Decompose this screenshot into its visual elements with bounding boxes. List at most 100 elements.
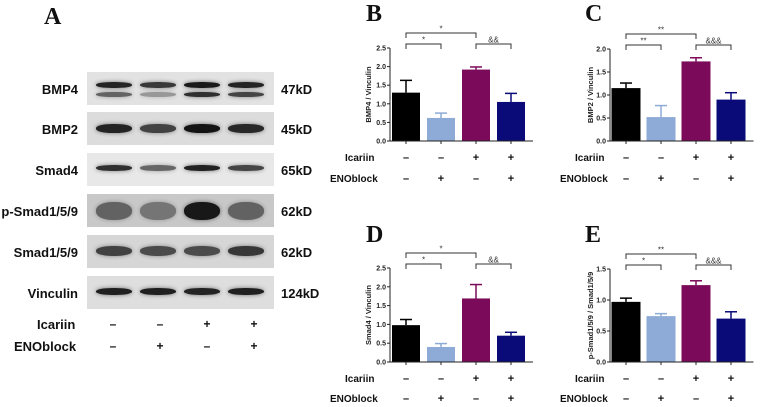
- y-tick-label: 1.0: [376, 322, 386, 329]
- treatment-sign: +: [658, 173, 664, 185]
- treatment-sign: –: [403, 393, 409, 405]
- y-axis-label: BMP4 / Vinculin: [364, 66, 373, 123]
- blot-band: [184, 124, 220, 133]
- significance-bracket: [475, 43, 512, 49]
- treatment-label: ENOblock: [560, 394, 608, 405]
- blot-kd-label: 124kD: [281, 286, 320, 301]
- blot-band: [96, 92, 132, 97]
- treatment-label: ENOblock: [330, 174, 378, 185]
- bar-icariin-enoblock: [716, 99, 746, 141]
- significance-bracket: [475, 263, 512, 269]
- blot-band: [140, 288, 176, 295]
- treatment-sign: +: [508, 393, 514, 405]
- significance-bracket: [625, 33, 697, 39]
- blot-band: [184, 82, 220, 88]
- bar-control: [611, 88, 641, 141]
- blot-treatment-label: ENOblock: [14, 339, 77, 354]
- significance-label: **: [658, 246, 664, 255]
- blot-kd-label: 62kD: [281, 245, 313, 260]
- blot-kd-label: 47kD: [281, 82, 313, 97]
- treatment-label: Icariin: [575, 153, 604, 164]
- significance-label: &&: [488, 36, 499, 45]
- treatment-label: ENOblock: [560, 174, 608, 185]
- panel-letter-a: A: [44, 4, 62, 30]
- blot-band: [228, 288, 264, 295]
- blot-band: [228, 202, 264, 220]
- treatment-sign: –: [658, 373, 664, 385]
- significance-label: *: [422, 36, 425, 45]
- significance-bracket: [405, 43, 442, 49]
- treatment-label: Icariin: [575, 374, 604, 385]
- y-axis-label: BMP2 / Vinculin: [586, 67, 595, 124]
- panel-letter-c: C: [585, 1, 603, 27]
- blot-band: [228, 165, 264, 171]
- significance-label: *: [439, 25, 442, 34]
- panel-letter-d: D: [366, 222, 384, 248]
- treatment-sign: +: [728, 173, 734, 185]
- blot-kd-label: 65kD: [281, 163, 313, 178]
- treatment-label: ENOblock: [330, 394, 378, 405]
- blot-strip: [87, 194, 274, 227]
- bar-icariin-enoblock: [716, 318, 746, 362]
- significance-label: **: [658, 26, 664, 35]
- blot-protein-label: BMP2: [41, 122, 78, 137]
- blot-strip: [87, 153, 274, 186]
- significance-bracket: [695, 264, 732, 270]
- blot-band: [228, 92, 264, 97]
- blot-treatment-sign: –: [203, 339, 211, 353]
- bar-icariin-enoblock: [497, 335, 525, 362]
- y-tick-label: 0.0: [376, 360, 386, 367]
- blot-band: [96, 82, 132, 88]
- y-tick-label: 2.0: [596, 47, 606, 54]
- blot-band: [140, 92, 176, 97]
- blot-treatment-sign: +: [203, 317, 211, 331]
- bar-enoblock: [646, 316, 676, 362]
- y-tick-label: 1.5: [596, 70, 606, 77]
- significance-label: *: [642, 257, 645, 266]
- blot-treatment-sign: +: [156, 339, 164, 353]
- y-tick-label: 0.5: [596, 329, 606, 336]
- treatment-sign: +: [508, 152, 514, 164]
- treatment-sign: –: [658, 152, 664, 164]
- treatment-sign: –: [473, 393, 479, 405]
- blot-band: [140, 82, 176, 88]
- y-tick-label: 1.5: [596, 267, 606, 274]
- blot-treatment-sign: +: [250, 317, 258, 331]
- treatment-sign: +: [438, 173, 444, 185]
- blot-treatment-sign: –: [156, 317, 164, 331]
- blot-band: [140, 165, 176, 171]
- treatment-sign: –: [438, 373, 444, 385]
- y-tick-label: 0.0: [376, 139, 386, 146]
- y-tick-label: 1.0: [596, 298, 606, 305]
- treatment-sign: +: [508, 373, 514, 385]
- y-tick-label: 0.0: [596, 139, 606, 146]
- blot-kd-label: 62kD: [281, 204, 313, 219]
- blot-strip: [87, 235, 274, 268]
- bar-enoblock: [427, 117, 455, 141]
- blot-strip: [87, 112, 274, 145]
- panel-letter-b: B: [366, 1, 383, 27]
- blot-kd-label: 45kD: [281, 122, 313, 137]
- treatment-sign: –: [403, 173, 409, 185]
- significance-bracket: [695, 44, 732, 50]
- treatment-sign: +: [438, 393, 444, 405]
- blot-band: [228, 124, 264, 133]
- treatment-sign: –: [623, 173, 629, 185]
- treatment-sign: +: [728, 393, 734, 405]
- blot-protein-label: BMP4: [41, 82, 78, 97]
- blot-band: [184, 202, 220, 220]
- blot-treatment-sign: –: [109, 339, 117, 353]
- significance-label: *: [422, 256, 425, 265]
- y-tick-label: 0.5: [376, 341, 386, 348]
- treatment-sign: +: [508, 173, 514, 185]
- bar-icariin: [462, 298, 490, 362]
- treatment-label: Icariin: [345, 374, 374, 385]
- significance-label: *: [439, 245, 442, 254]
- blot-band: [184, 288, 220, 295]
- treatment-sign: +: [693, 152, 699, 164]
- significance-bracket: [625, 44, 662, 50]
- blot-band: [184, 92, 220, 97]
- blot-band: [228, 82, 264, 88]
- treatment-sign: –: [623, 393, 629, 405]
- blot-treatment-label: Icariin: [37, 317, 76, 332]
